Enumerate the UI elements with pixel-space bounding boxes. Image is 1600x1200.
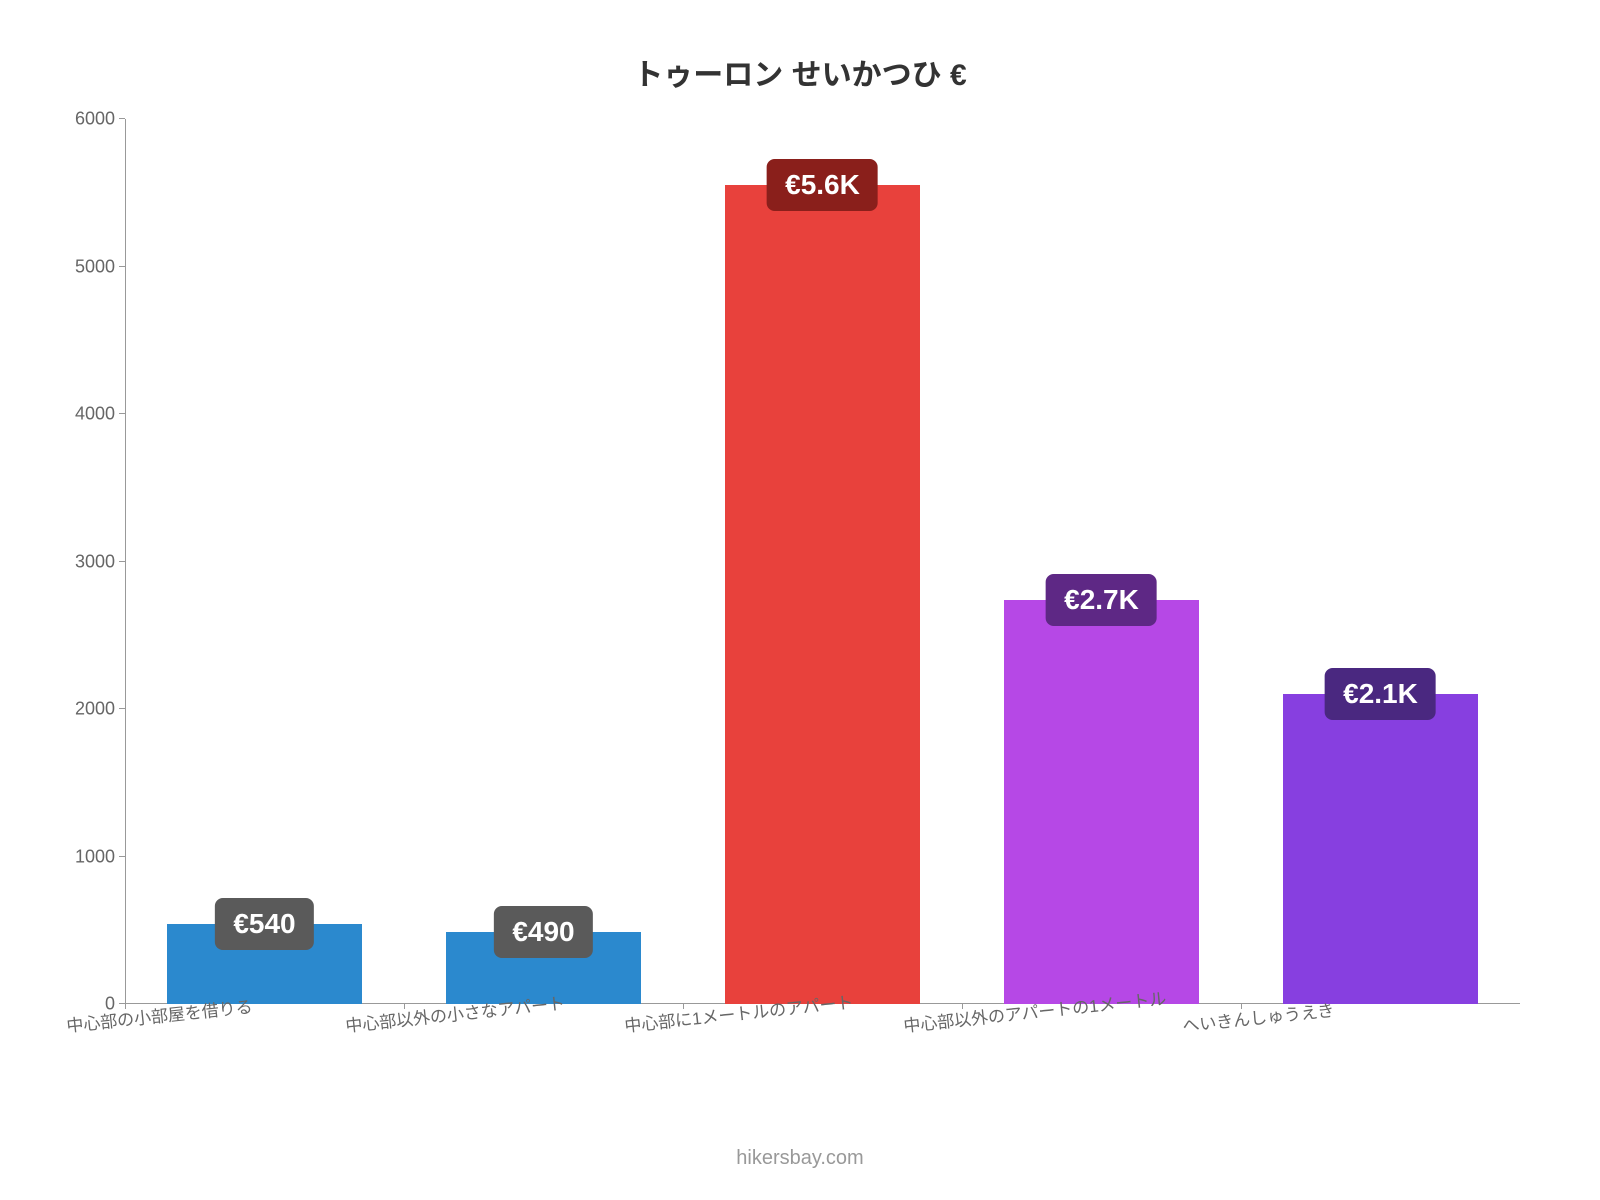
y-tick-label: 3000 bbox=[75, 551, 115, 572]
y-tick-mark bbox=[119, 708, 125, 709]
y-tick-label: 5000 bbox=[75, 256, 115, 277]
y-tick-label: 6000 bbox=[75, 109, 115, 130]
bar-slot: €2.7K bbox=[962, 119, 1241, 1004]
bar-slot: €2.1K bbox=[1241, 119, 1520, 1004]
y-tick-label: 1000 bbox=[75, 846, 115, 867]
bar: €5.6K bbox=[725, 185, 920, 1004]
y-tick-mark bbox=[119, 856, 125, 857]
y-tick-label: 4000 bbox=[75, 404, 115, 425]
chart-container: トゥーロン せいかつひ € €540€490€5.6K€2.7K€2.1K 01… bbox=[0, 0, 1600, 1200]
value-badge: €540 bbox=[215, 898, 313, 950]
chart: €540€490€5.6K€2.7K€2.1K 0100020003000400… bbox=[40, 119, 1560, 1099]
bar-slot: €490 bbox=[404, 119, 683, 1004]
chart-title: トゥーロン せいかつひ € bbox=[40, 50, 1560, 94]
x-labels-group: 中心部の小部屋を借りる中心部以外の小さなアパート中心部に1メートルのアパート中心… bbox=[125, 1004, 1520, 1099]
bar: €2.7K bbox=[1004, 600, 1199, 1004]
bar: €2.1K bbox=[1283, 694, 1478, 1004]
x-label-slot: へいきんしゅうえき bbox=[1241, 1004, 1520, 1099]
value-badge: €490 bbox=[494, 906, 592, 958]
attribution-text: hikersbay.com bbox=[0, 1147, 1600, 1170]
y-tick-mark bbox=[119, 266, 125, 267]
plot-area: €540€490€5.6K€2.7K€2.1K 0100020003000400… bbox=[125, 119, 1520, 1004]
bars-group: €540 €490 €5.6K €2.7K €2.1K bbox=[125, 119, 1520, 1004]
bar-slot: €5.6K bbox=[683, 119, 962, 1004]
bar-slot: €540 bbox=[125, 119, 404, 1004]
y-tick-mark bbox=[119, 413, 125, 414]
y-tick-mark bbox=[119, 561, 125, 562]
y-tick-label: 2000 bbox=[75, 699, 115, 720]
value-badge: €2.7K bbox=[1046, 574, 1157, 626]
bar: €540 bbox=[167, 924, 362, 1004]
value-badge: €2.1K bbox=[1325, 668, 1436, 720]
y-tick-mark bbox=[119, 118, 125, 119]
value-badge: €5.6K bbox=[767, 159, 878, 211]
